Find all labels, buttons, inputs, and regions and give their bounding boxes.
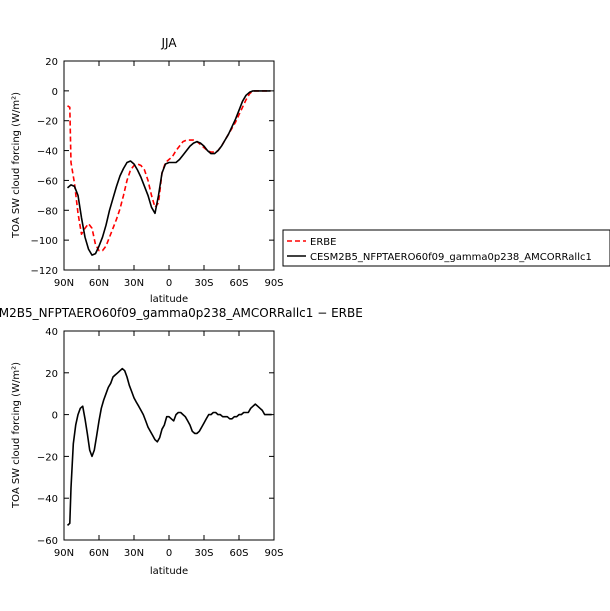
top-y-tick-label: −80: [37, 206, 58, 217]
top-x-tick-label: 60N: [89, 278, 109, 289]
top-x-axis-label: latitude: [150, 294, 188, 305]
top-panel: JJA TOA SW cloud forcing (W/m²) latitude…: [11, 36, 284, 305]
top-y-tick-label: 0: [52, 87, 58, 98]
top-y-tick-label: −60: [37, 176, 58, 187]
top-y-tick-label: −120: [31, 266, 58, 277]
top-x-tick-label: 90N: [54, 278, 74, 289]
bottom-series-lines: [66, 367, 272, 526]
bottom-x-tick-label: 30N: [124, 548, 144, 559]
bottom-y-tick-label: −40: [37, 494, 58, 505]
bottom-x-tick-label: 90S: [264, 548, 283, 559]
bottom-x-tick-label: 60S: [229, 548, 248, 559]
bottom-y-axis-label: TOA SW cloud forcing (W/m²): [11, 362, 22, 509]
bottom-plot-frame: [63, 330, 275, 541]
top-series-line-0: [67, 90, 271, 252]
top-plot-frame: [63, 60, 275, 271]
bottom-chart-title: CESM2B5_NFPTAERO60f09_gamma0p238_AMCORRa…: [0, 306, 363, 320]
top-y-tick-label: −100: [31, 236, 58, 247]
top-y-axis-label: TOA SW cloud forcing (W/m²): [11, 92, 22, 239]
legend-label-erbe: ERBE: [310, 237, 336, 248]
bottom-x-tick-label: 0: [166, 548, 172, 559]
legend-label-model: CESM2B5_NFPTAERO60f09_gamma0p238_AMCORRa…: [310, 252, 592, 263]
top-x-tick-label: 90S: [264, 278, 283, 289]
top-x-tick-label: 30N: [124, 278, 144, 289]
bottom-x-tick-label: 60N: [89, 548, 109, 559]
top-x-tick-label: 60S: [229, 278, 248, 289]
bottom-y-tick-label: 40: [45, 327, 58, 338]
legend-box: [282, 229, 610, 267]
top-y-tick-label: −40: [37, 147, 58, 158]
top-y-tick-label: −20: [37, 117, 58, 128]
top-y-tick-label: 20: [45, 57, 58, 68]
bottom-x-tick-label: 30S: [194, 548, 213, 559]
top-x-tick-label: 30S: [194, 278, 213, 289]
bottom-y-tick-label: −60: [37, 536, 58, 547]
bottom-y-tick-label: 20: [45, 369, 58, 380]
bottom-x-axis-label: latitude: [150, 566, 188, 577]
top-series-line-1: [66, 90, 271, 256]
legend: ERBE CESM2B5_NFPTAERO60f09_gamma0p238_AM…: [282, 229, 610, 267]
top-chart-title: JJA: [160, 36, 177, 50]
bottom-y-tick-label: −20: [37, 452, 58, 463]
bottom-y-tick-label: 0: [52, 411, 58, 422]
bottom-series-line-0: [66, 367, 272, 526]
bottom-panel: CESM2B5_NFPTAERO60f09_gamma0p238_AMCORRa…: [0, 306, 363, 577]
top-series-lines: [66, 90, 271, 256]
bottom-axis-ticks: 90N 60N 30N 0 30S 60S 90S −60 −40 −20 0 20 40: [37, 327, 284, 559]
top-x-tick-label: 0: [166, 278, 172, 289]
bottom-x-tick-label: 90N: [54, 548, 74, 559]
top-axis-ticks: 90N 60N 30N 0 30S 60S 90S −120 −100 −80 −60 −40 −20 0…: [31, 57, 284, 289]
